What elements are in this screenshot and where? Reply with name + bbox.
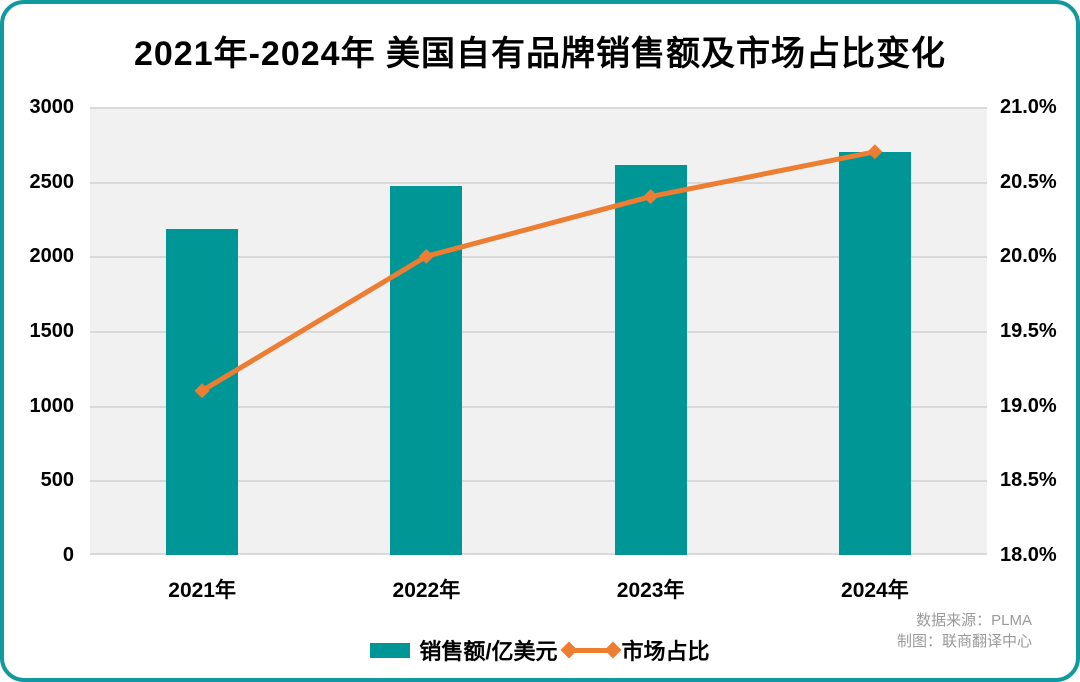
data-point-2021年	[194, 383, 210, 399]
x-axis-label-2021年: 2021年	[168, 579, 236, 602]
data-point-2022年	[418, 248, 434, 264]
market-share-line	[194, 144, 883, 399]
bar-2023年	[614, 165, 687, 555]
right-axis-tick: 20.5%	[1000, 170, 1057, 193]
gridline	[90, 331, 987, 333]
right-axis-tick: 18.0%	[1000, 544, 1057, 566]
gridline	[90, 480, 987, 483]
left-axis-tick: 3000	[29, 96, 75, 118]
data-point-2023年	[643, 189, 659, 205]
plot-area	[90, 107, 987, 555]
legend-line-marker-icon	[560, 641, 622, 659]
x-axis-label-2022年: 2022年	[392, 579, 461, 602]
right-axis-tick: 18.5%	[1000, 469, 1057, 492]
gridline	[90, 256, 987, 259]
right-axis-tick: 19.5%	[1000, 320, 1057, 342]
right-axis-tick: 20.0%	[1000, 245, 1057, 268]
source-line: 制图：联商翻译中心	[896, 633, 1032, 650]
legend-bar-swatch	[370, 642, 411, 658]
gridline	[90, 181, 987, 184]
gridline	[90, 107, 987, 109]
left-axis-tick: 0	[62, 544, 74, 566]
data-point-2024年	[867, 144, 883, 160]
diamond-marker-icon	[604, 641, 622, 659]
left-axis-tick: 1000	[29, 394, 75, 417]
legend-line-label: 市场占比	[621, 639, 710, 664]
legend: 销售额/亿美元 市场占比	[4, 634, 1076, 666]
gridline	[90, 405, 987, 408]
chart-title: 2021年-2024年 美国自有品牌销售额及市场占比变化	[133, 35, 947, 73]
left-axis-tick: 500	[40, 469, 74, 492]
source-line: 数据来源：PLMA	[916, 612, 1032, 629]
diamond-marker-icon	[560, 641, 578, 659]
left-axis-tick: 1500	[29, 320, 75, 342]
legend-line-segment	[563, 648, 618, 653]
bar-2024年	[838, 151, 911, 555]
source-note: 数据来源：PLMA 制图：联商翻译中心	[897, 610, 1032, 652]
left-axis-tick: 2000	[29, 245, 75, 268]
left-axis-tick: 2500	[29, 170, 75, 193]
x-axis-label-2024年: 2024年	[841, 579, 909, 602]
right-axis-tick: 19.0%	[1000, 394, 1057, 417]
legend-bar-label: 销售额/亿美元	[419, 639, 558, 664]
right-axis-tick: 21.0%	[1000, 96, 1057, 118]
gridline	[90, 553, 987, 555]
x-axis-label-2023年: 2023年	[616, 579, 685, 602]
